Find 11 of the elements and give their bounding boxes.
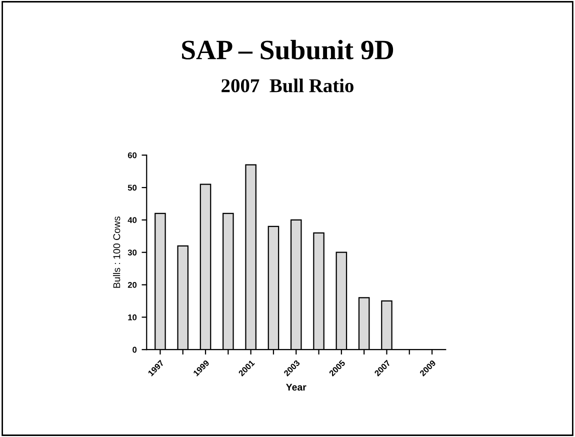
y-tick-label: 50: [128, 184, 137, 191]
y-tick-label: 40: [128, 217, 137, 224]
y-tick-label: 0: [132, 346, 137, 353]
x-axis-title: Year: [286, 384, 306, 391]
y-axis-title: Bulls : 100 Cows: [113, 216, 120, 288]
chart-subtitle: 2007 Bull Ratio: [222, 78, 354, 92]
y-tick-label: 60: [128, 152, 137, 158]
y-tick-label: 10: [128, 314, 137, 320]
y-tick-label: 20: [128, 282, 137, 288]
y-tick-label: 30: [128, 250, 137, 256]
chart-title: SAP – Subunit 9D: [182, 40, 394, 60]
